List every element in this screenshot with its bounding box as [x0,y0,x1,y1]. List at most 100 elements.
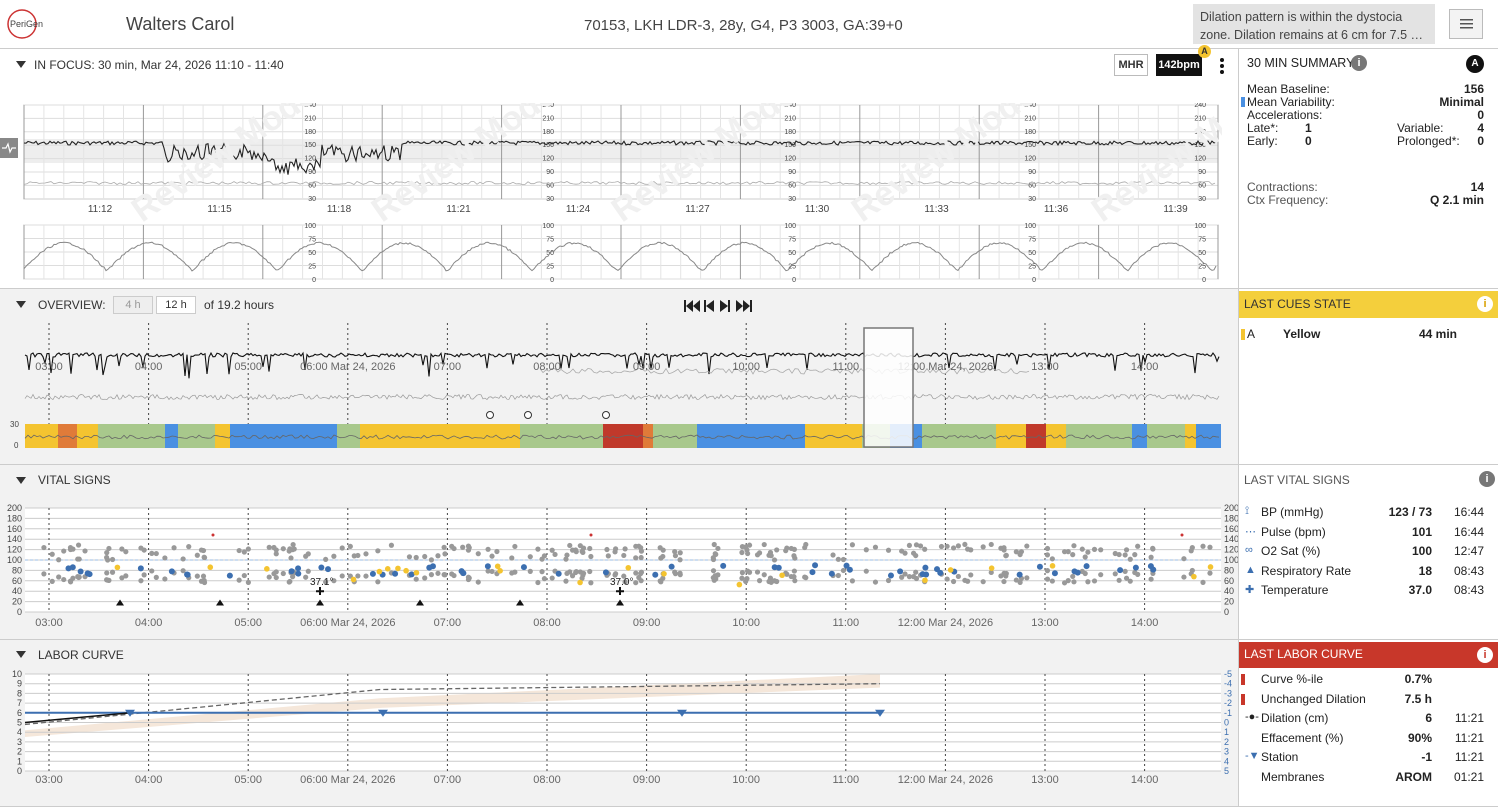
last-labor-time: 11:21 [1454,730,1484,745]
collapse-vitals-icon[interactable] [16,477,26,484]
bp-systolic-point [715,545,721,552]
side-tab-icon[interactable] [0,138,18,158]
bp-diastolic-point [739,570,746,576]
info-icon[interactable]: i [1351,55,1367,71]
last-vital-time: 16:44 [1453,505,1484,519]
bp-systolic-point [835,556,841,562]
bp-diastolic-point [1181,574,1187,580]
fhr-chart: 240 210 180 150 120 90 60 30 240 210 180 150 120 90 60… [23,103,1222,283]
fhr-tick-label: 240 [304,103,316,109]
bp-systolic-point [1082,554,1088,560]
labor-info-icon[interactable]: i [1477,647,1493,663]
bp-systolic-point [1070,552,1076,558]
collapse-focus-icon[interactable] [16,61,26,68]
last-labor-label: Membranes [1261,769,1325,784]
fhr-tick-label: 150 [784,142,796,149]
bp-diastolic-point [573,568,579,575]
bp-systolic-point [774,547,780,553]
bp-diastolic-point [104,570,110,576]
last-vital-value: 18 [1418,563,1432,578]
uc-tick-label: 0 [1202,277,1206,283]
bp-systolic-point [442,551,448,557]
cue-segment [1185,424,1196,448]
bp-systolic-point [1135,543,1141,549]
bp-systolic-point [1091,546,1098,552]
bp-diastolic-point [1085,579,1091,585]
bpm-badge: A [1198,45,1211,58]
cues-info-icon[interactable]: i [1477,296,1493,312]
alert-box[interactable]: Dilation pattern is within the dystocia … [1193,4,1435,44]
collapse-labor-icon[interactable] [16,651,26,658]
first-icon[interactable] [684,300,700,312]
menu-button[interactable] [1449,9,1483,39]
bp-systolic-point [241,549,247,555]
station-tick-label: 5 [1224,766,1229,776]
bp-diastolic-point [1044,568,1051,574]
bp-diastolic-point [535,579,541,586]
pulse-point [897,568,904,575]
bp-systolic-point [75,542,82,548]
bp-systolic-point [489,553,495,559]
bp-diastolic-point [119,575,125,581]
vitals-time-label: 10:00 [732,617,760,629]
o2-icon: ∞ [1245,544,1253,556]
bp-systolic-point [744,547,750,553]
range-4h-button[interactable]: 4 h [113,296,153,314]
last-vital-label: Temperature [1261,583,1329,597]
mean-baseline-value: 156 [1463,82,1484,96]
previous-icon[interactable] [704,300,714,312]
bp-diastolic-point [56,574,62,580]
vitals-time-label: 06:00 Mar 24, 2026 [300,617,395,629]
bp-systolic-point [1061,549,1068,555]
focus-time-label: 11:18 [327,204,352,215]
pulse-point [555,570,562,577]
cue-segment [1046,424,1066,448]
range-12h-button[interactable]: 12 h [156,296,196,314]
bp-systolic-point [830,552,836,558]
pulse-point [458,568,465,575]
bp-diastolic-point [549,575,555,581]
station-tick-label: 1 [1224,727,1229,737]
labor-time-label: 13:00 [1031,774,1059,786]
pulse-point [602,569,609,576]
bp-systolic-point [962,541,968,548]
fhr-tick-label: 30 [546,196,554,203]
last-icon[interactable] [736,300,752,312]
bp-systolic-point [441,544,447,550]
cue-segment [1026,424,1046,448]
fhr-tick-label: 180 [542,129,554,136]
bp-diastolic-point [660,575,666,581]
last-labor-value: 90% [1407,730,1432,745]
collapse-overview-icon[interactable] [16,301,26,308]
bp-diastolic-point [413,576,419,582]
bp-diastolic-point [756,578,763,584]
fhr-tick-label: 210 [1194,115,1206,122]
more-options-icon[interactable] [1218,57,1226,75]
fhr-tick-label: 120 [784,156,796,163]
mhr-button[interactable]: MHR [1114,54,1148,76]
bp-diastolic-point [449,571,455,577]
sat-point [403,567,409,574]
bp-systolic-point [552,551,558,558]
summary-panel: 30 MIN SUMMARY i A Mean Baseline: 156 Me… [1238,49,1498,289]
cues-flag: A [1247,327,1256,341]
bp-systolic-point [613,546,619,552]
last-vital-label: O2 Sat (%) [1261,544,1321,558]
bp-systolic-point [1148,554,1154,560]
vitals-tick-label: 160 [7,524,22,534]
last-vital-time: 12:47 [1453,544,1484,558]
pulse-icon: ⋯ [1245,525,1256,538]
sat-point [207,564,214,571]
bp-systolic-point [677,557,683,563]
bp-diastolic-point [363,573,369,579]
bp-diastolic-point [849,578,856,584]
overview-time-label: 07:00 [434,361,462,373]
next-icon[interactable] [720,300,730,312]
bp-diastolic-point [791,568,797,574]
bp-diastolic-point [539,569,545,575]
pulse-point [369,570,376,577]
vitals-info-icon[interactable]: i [1479,471,1495,487]
bp-diastolic-point [141,572,147,578]
overview-chart[interactable]: 03:00 04:00 05:00 06:00 Mar 24, 2026 07:00 08… [0,319,1238,465]
